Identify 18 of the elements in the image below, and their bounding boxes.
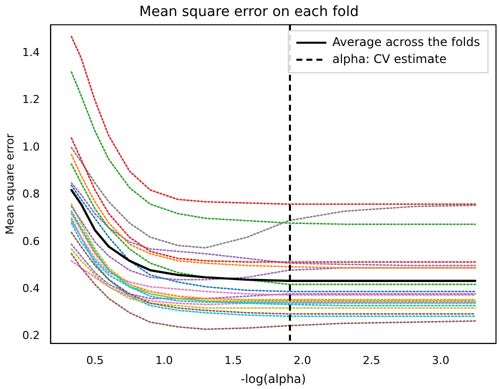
x-tick-label: 1.0 [155,354,173,367]
ref-line-label: alpha: CV estimate [332,52,447,66]
y-axis-title: Mean square error [3,133,16,235]
y-tick-label: 1.0 [22,140,40,154]
y-tick-label: 1.2 [22,93,40,106]
x-tick-label: 1.5 [224,354,242,367]
x-tick-label: 2.0 [294,354,312,367]
legend-label: Average across the folds [332,34,480,49]
x-tick-label: 2.5 [362,354,380,367]
x-axis-title: -log(alpha) [240,372,306,386]
y-tick-label: 1.4 [22,46,40,59]
chart-title: Mean square error on each fold [139,4,359,20]
x-tick-label: 3.0 [432,354,450,367]
y-tick-label: 0.2 [22,329,40,342]
y-tick-label: 0.4 [22,282,40,295]
x-tick-label: 0.5 [86,354,104,367]
y-tick-label: 0.6 [22,234,40,248]
y-tick-label: 0.8 [22,188,40,201]
